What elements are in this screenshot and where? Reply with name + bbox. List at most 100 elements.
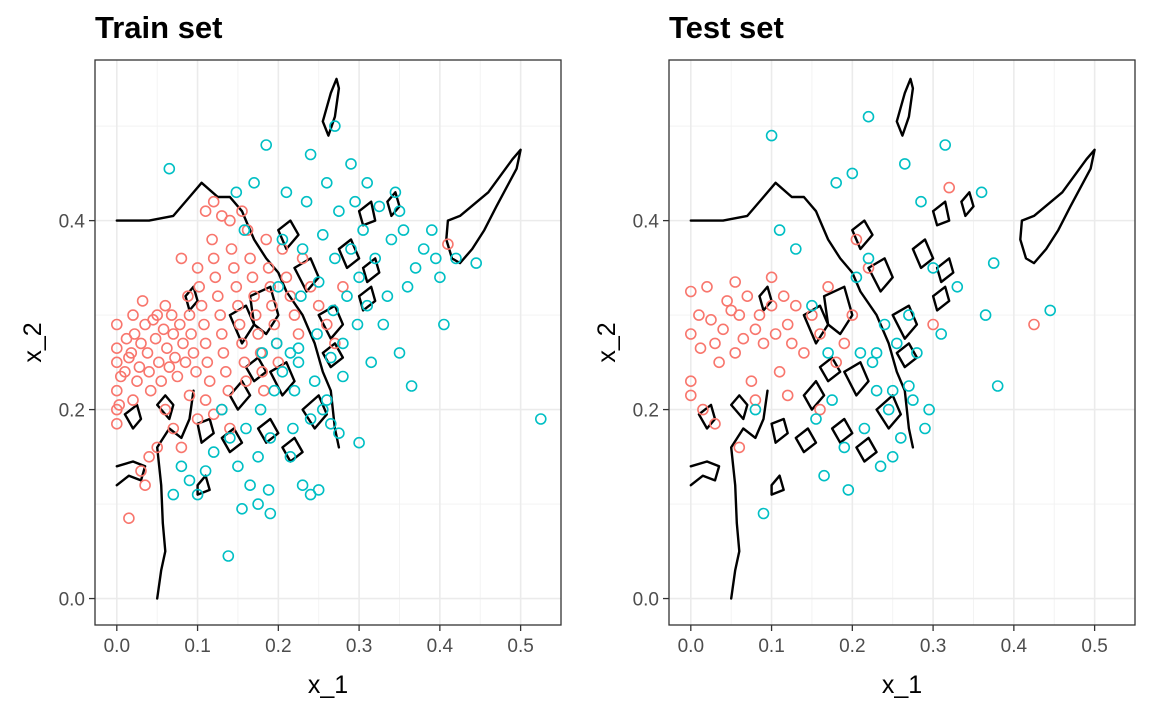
data-point [131,375,143,388]
y-tick-label: 0.4 [633,212,660,233]
x-tick-label: 0.5 [507,636,533,657]
data-point [222,384,235,397]
data-point [329,120,341,132]
x-axis-title: x_1 [882,671,922,699]
y-tick-label: 0.0 [633,590,659,611]
data-point [214,309,226,321]
data-point [191,413,204,425]
data-point [238,356,251,369]
boundary-segment [730,389,769,600]
data-point [1044,304,1056,317]
boundary-segment [935,257,955,284]
data-point [830,356,843,369]
data-point [199,337,212,350]
boundary-segment [115,460,147,487]
data-point [216,403,228,416]
data-point [765,129,778,142]
data-point [369,252,382,265]
decision-boundary [689,77,1096,600]
data-point [814,403,826,416]
data-point [830,177,843,189]
boundary-segment [931,200,951,227]
data-point [337,337,349,350]
data-point [866,356,879,369]
data-point [745,375,758,388]
data-point [143,365,155,378]
data-point [212,290,224,303]
boundary-segment [156,389,195,600]
data-point [697,403,709,416]
data-point [296,243,309,255]
data-point [252,498,264,510]
data-point [337,280,349,293]
data-point [684,328,697,340]
data-point [850,233,863,246]
data-point [252,450,264,463]
data-point [361,177,374,189]
data-point [199,465,212,477]
data-point [773,365,786,378]
data-point [991,380,1004,392]
data-point [814,328,826,340]
data-point [393,347,406,359]
data-point [320,394,333,406]
boundary-segment [802,304,830,345]
axes: 0.0 0.1 0.2 0.3 0.4 0.5 0.0 0.2 0.4 [59,212,534,657]
data-point [919,422,931,435]
data-point [438,318,450,331]
data-point [232,460,244,473]
boundary-segment [689,460,721,487]
data-point [207,252,220,265]
data-point [337,370,349,383]
boundary-segment [931,285,951,312]
data-point [155,375,167,388]
boundary-segment [730,394,749,421]
data-point [216,328,228,340]
data-point [199,394,212,406]
data-point [216,210,228,222]
data-point [357,224,369,236]
data-point [890,337,903,350]
data-point [238,224,251,236]
data-point [312,276,325,288]
data-point [311,328,323,340]
data-point [850,271,863,284]
data-point [220,365,232,378]
data-point [151,309,163,321]
data-point [230,280,243,293]
data-point [417,243,430,255]
data-point [939,139,952,151]
data-point [757,337,770,350]
data-point [327,304,340,317]
boundary-segment [445,148,522,265]
data-point [886,450,899,463]
x-tick-label: 0.4 [427,636,454,657]
data-point [923,403,935,416]
data-point [276,233,289,246]
data-point [907,394,919,406]
data-point [260,139,273,151]
boundary-segment [196,417,215,444]
data-point [185,328,197,340]
data-point [405,380,418,392]
data-point [341,290,353,303]
data-point [264,280,277,293]
x-tick-label: 0.3 [346,636,372,657]
x-tick-label: 0.1 [184,636,210,657]
data-point [175,441,188,454]
data-point [203,375,216,388]
data-point [167,328,180,340]
data-point [951,280,964,293]
data-point [450,252,462,265]
data-point [781,318,794,331]
data-point [878,318,891,331]
data-point [353,436,365,449]
data-point [177,337,189,350]
data-point [858,422,871,435]
boundary-segment [220,427,244,454]
scatter-points [111,120,547,562]
data-point [320,318,333,331]
data-point [324,417,337,430]
data-point [781,389,794,402]
data-point [345,243,357,255]
